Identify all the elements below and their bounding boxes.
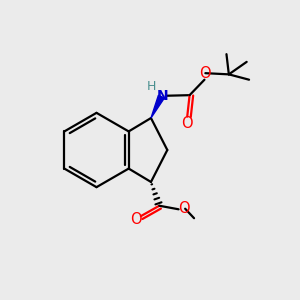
Text: O: O — [130, 212, 141, 227]
Text: H: H — [147, 80, 157, 93]
Text: O: O — [178, 201, 190, 216]
Text: O: O — [181, 116, 192, 130]
Text: O: O — [200, 66, 211, 81]
Text: N: N — [157, 89, 168, 103]
Polygon shape — [151, 95, 164, 118]
